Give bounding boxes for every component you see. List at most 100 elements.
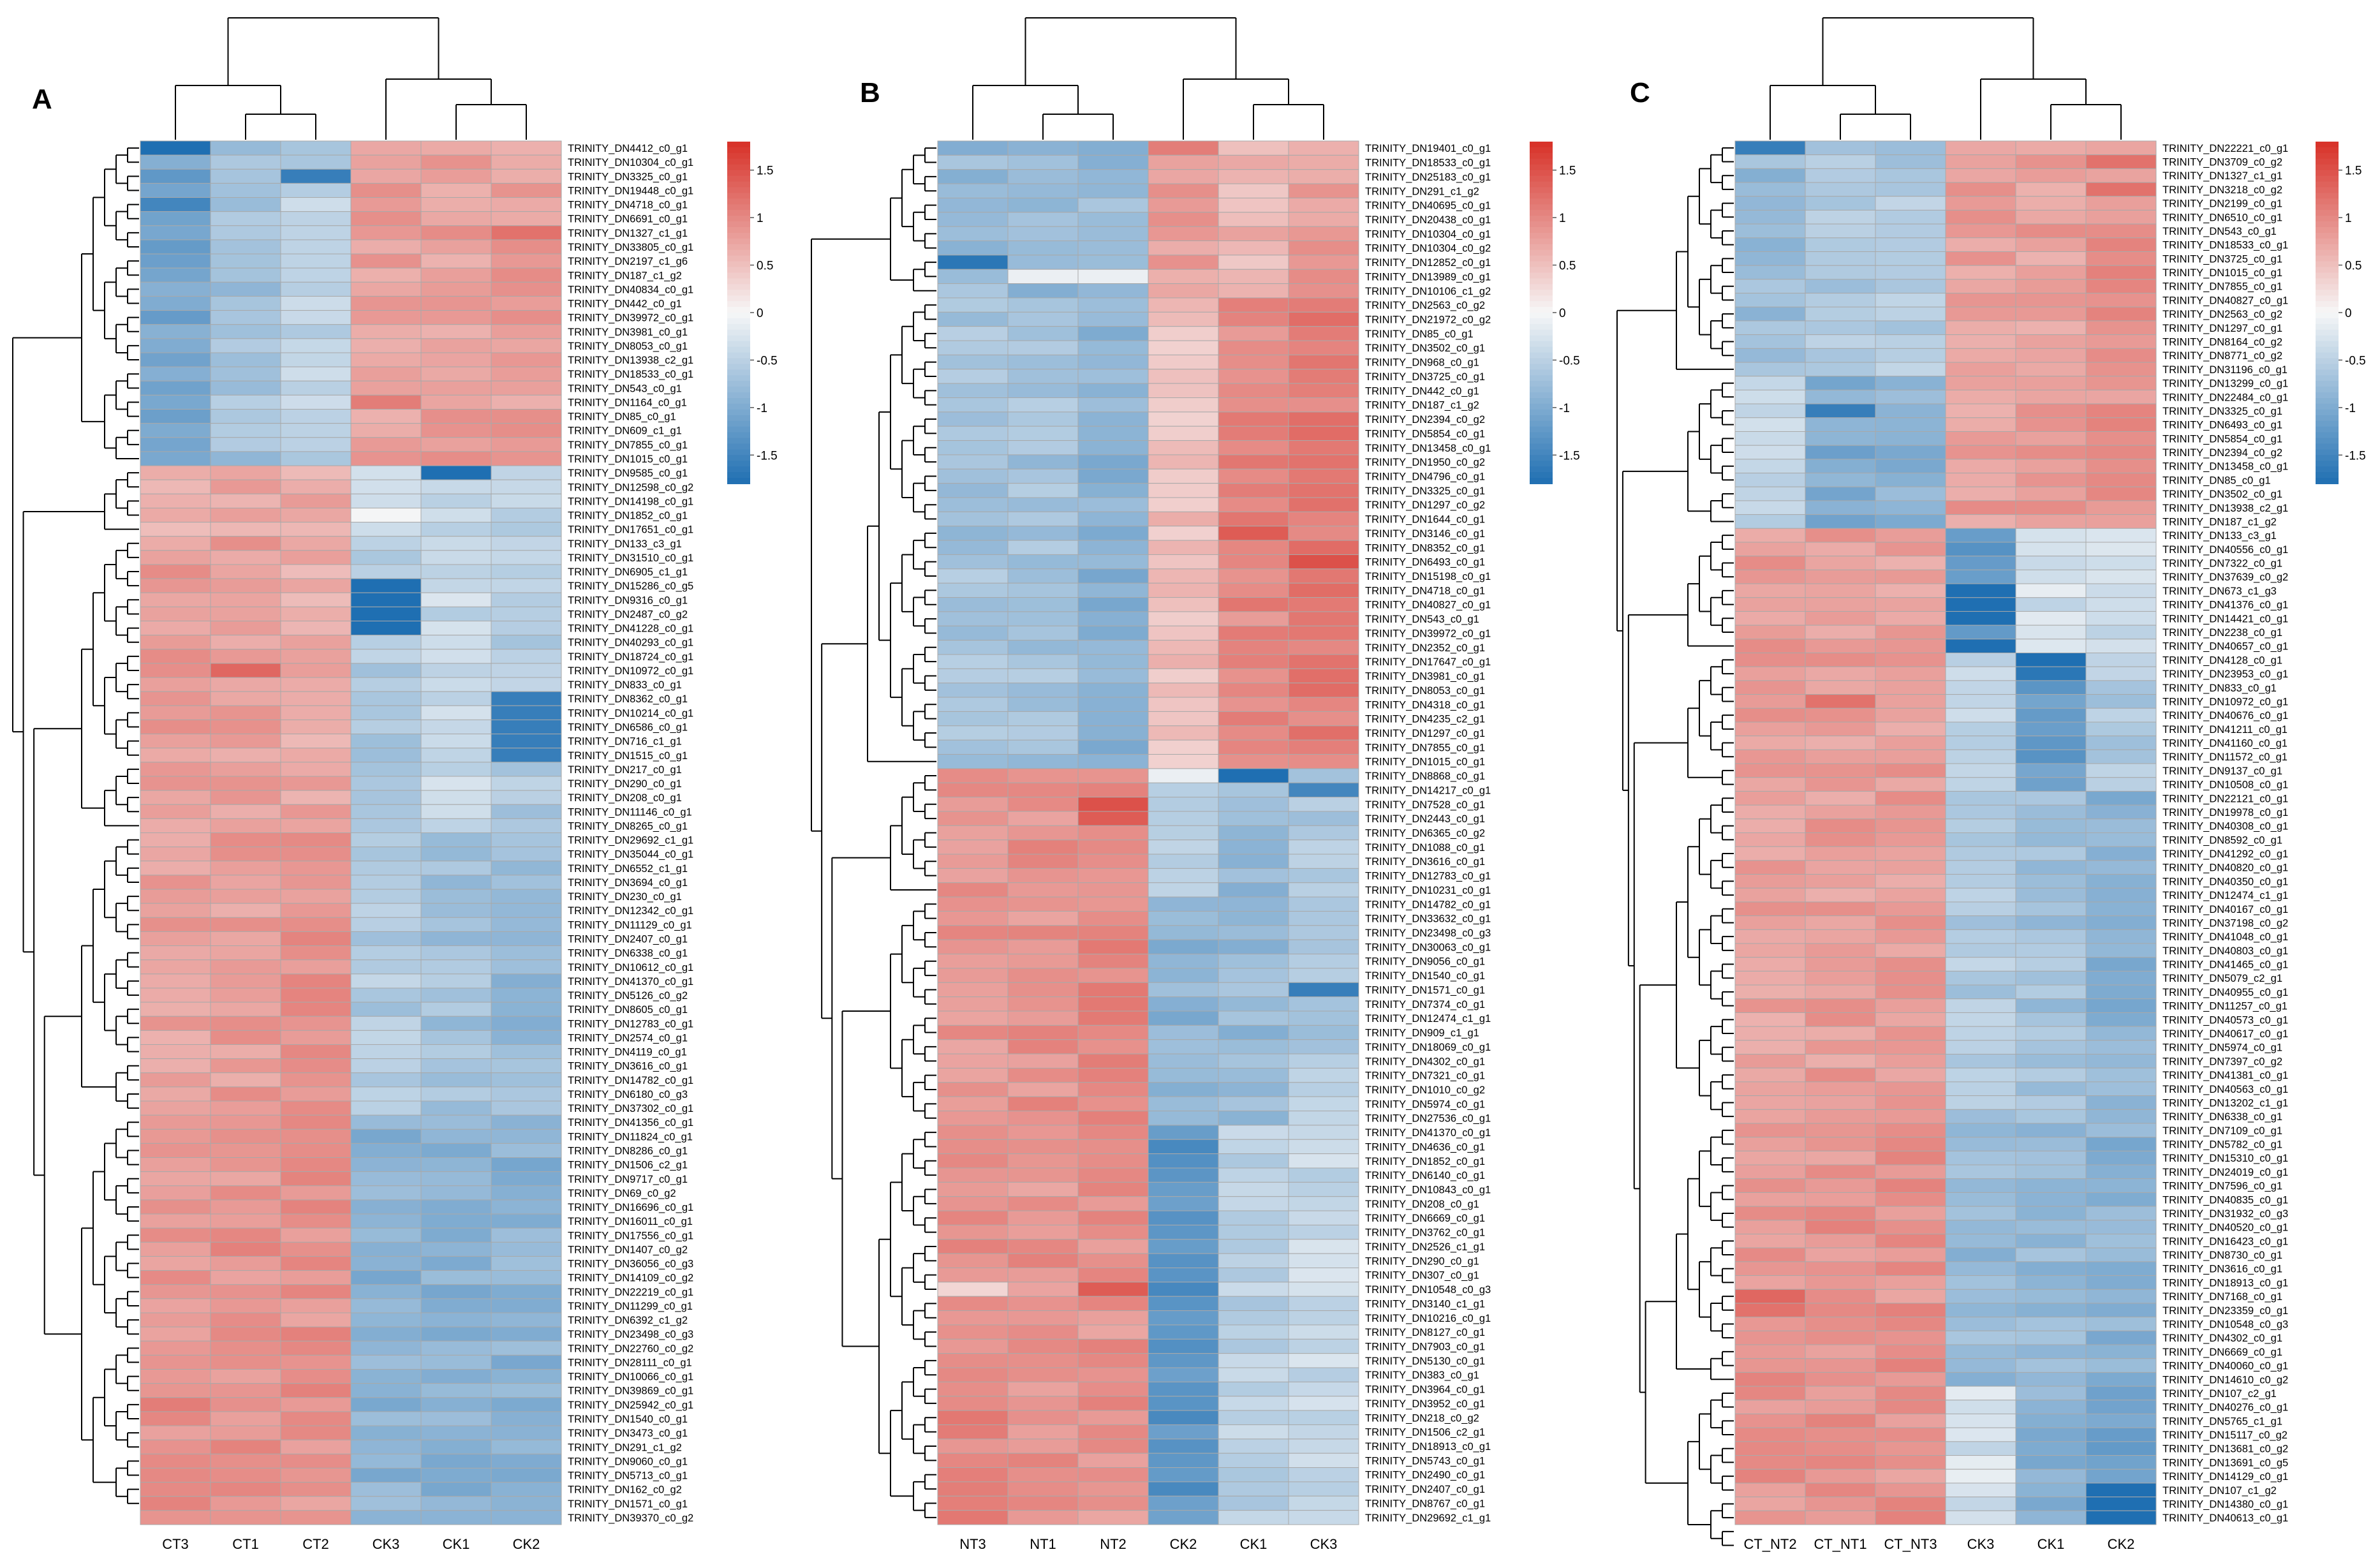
- row-label: TRINITY_DN4235_c2_g1: [1365, 714, 1485, 725]
- heatmap-cell: [1288, 1424, 1359, 1440]
- heatmap-cell: [1875, 1206, 1946, 1221]
- legend-swatch: [1530, 181, 1553, 188]
- heatmap-cell: [2085, 1261, 2157, 1276]
- column-label: CK3: [1967, 1536, 1995, 1552]
- heatmap-cell: [937, 982, 1009, 998]
- heatmap-cell: [1148, 854, 1219, 869]
- heatmap-cell: [2085, 556, 2157, 570]
- heatmap-cell: [937, 197, 1009, 213]
- heatmap-cell: [1805, 777, 1876, 792]
- heatmap-cell: [140, 1002, 211, 1017]
- legend-swatch: [2316, 426, 2339, 433]
- heatmap-cell: [140, 507, 211, 523]
- heatmap-cell: [1734, 182, 1806, 197]
- heatmap-cell: [420, 550, 492, 565]
- heatmap-cell: [2015, 1192, 2087, 1207]
- heatmap-cell: [2085, 459, 2157, 474]
- row-label: TRINITY_DN69_c0_g2: [568, 1188, 676, 1199]
- heatmap-cell: [210, 451, 281, 466]
- heatmap-cell: [491, 606, 562, 622]
- heatmap-cell: [937, 468, 1009, 484]
- heatmap-cell: [280, 875, 351, 890]
- heatmap-cell: [1148, 1381, 1219, 1397]
- heatmap-cell: [350, 437, 422, 452]
- heatmap-cell: [1805, 1054, 1876, 1069]
- heatmap-cell: [1734, 680, 1806, 695]
- heatmap-cells: [937, 140, 1359, 1525]
- heatmap-cell: [1148, 768, 1219, 783]
- heatmap-cell: [491, 621, 562, 636]
- row-label: TRINITY_DN30063_c0_g1: [1365, 942, 1491, 953]
- row-label: TRINITY_DN18533_c0_g1: [568, 369, 693, 380]
- legend-swatch: [1530, 267, 1553, 274]
- heatmap-cell: [280, 1128, 351, 1144]
- heatmap-cell: [491, 423, 562, 438]
- heatmap-cell: [420, 945, 492, 961]
- heatmap-cell: [1288, 197, 1359, 213]
- heatmap-cell: [280, 691, 351, 706]
- heatmap-cell: [2085, 736, 2157, 750]
- heatmap-cell: [1805, 1178, 1876, 1193]
- heatmap-cell: [1007, 1125, 1079, 1140]
- heatmap-cell: [350, 1453, 422, 1468]
- heatmap-cell: [1007, 683, 1079, 698]
- heatmap-cell: [1218, 711, 1289, 727]
- heatmap-cell: [1805, 306, 1876, 322]
- legend-swatch: [727, 152, 750, 159]
- heatmap-cell: [2015, 362, 2087, 377]
- heatmap-cell: [420, 522, 492, 537]
- heatmap-cell: [1288, 212, 1359, 227]
- row-label: TRINITY_DN14782_c0_g1: [1365, 899, 1491, 910]
- heatmap-cell: [280, 818, 351, 833]
- legend-swatch: [727, 227, 750, 233]
- heatmap-cell: [280, 1326, 351, 1342]
- legend-swatch: [727, 329, 750, 336]
- heatmap-cell: [1805, 1261, 1876, 1276]
- heatmap-cell: [2015, 1012, 2087, 1027]
- heatmap-cell: [210, 649, 281, 664]
- heatmap-cell: [2015, 486, 2087, 501]
- heatmap-cell: [937, 269, 1009, 285]
- heatmap-cell: [937, 255, 1009, 270]
- heatmap-cell: [1007, 425, 1079, 441]
- heatmap-cell: [1734, 1455, 1806, 1470]
- heatmap-cell: [1805, 721, 1876, 737]
- heatmap-cell: [1077, 383, 1149, 398]
- legend-swatch: [727, 313, 750, 319]
- legend-swatch: [727, 420, 750, 427]
- heatmap-cell: [2015, 473, 2087, 487]
- heatmap-cell: [1875, 790, 1946, 806]
- heatmap-cell: [491, 1086, 562, 1102]
- heatmap-cell: [1875, 736, 1946, 750]
- row-label: TRINITY_DN4718_c0_g1: [568, 200, 688, 211]
- heatmap-cell: [350, 1255, 422, 1271]
- heatmap-cell: [1875, 1483, 1946, 1498]
- heatmap-cell: [937, 711, 1009, 727]
- row-label: TRINITY_DN6552_c1_g1: [568, 863, 688, 875]
- legend-swatch: [1530, 313, 1553, 319]
- heatmap-cell: [1734, 610, 1806, 626]
- heatmap-cell: [280, 522, 351, 537]
- legend-swatch: [727, 221, 750, 228]
- heatmap-cell: [1875, 680, 1946, 695]
- heatmap-cell: [1734, 694, 1806, 709]
- heatmap-cell: [1007, 255, 1079, 270]
- heatmap-cell: [210, 1312, 281, 1328]
- heatmap-cell: [210, 1100, 281, 1116]
- heatmap-cell: [210, 324, 281, 339]
- heatmap-cell: [1805, 237, 1876, 253]
- heatmap-cell: [1875, 1386, 1946, 1401]
- heatmap-cell: [1288, 797, 1359, 812]
- legend-swatch: [2316, 313, 2339, 319]
- heatmap-cell: [1007, 354, 1079, 370]
- heatmap-cell: [1875, 473, 1946, 487]
- heatmap-cell: [491, 691, 562, 706]
- row-label: TRINITY_DN383_c0_g1: [1365, 1370, 1479, 1381]
- heatmap-cell: [937, 1167, 1009, 1183]
- heatmap-cell: [1148, 383, 1219, 398]
- heatmap-cell: [2085, 1040, 2157, 1055]
- heatmap-cell: [350, 295, 422, 311]
- heatmap-cell: [210, 366, 281, 381]
- heatmap-cell: [210, 211, 281, 226]
- heatmap-cell: [210, 818, 281, 833]
